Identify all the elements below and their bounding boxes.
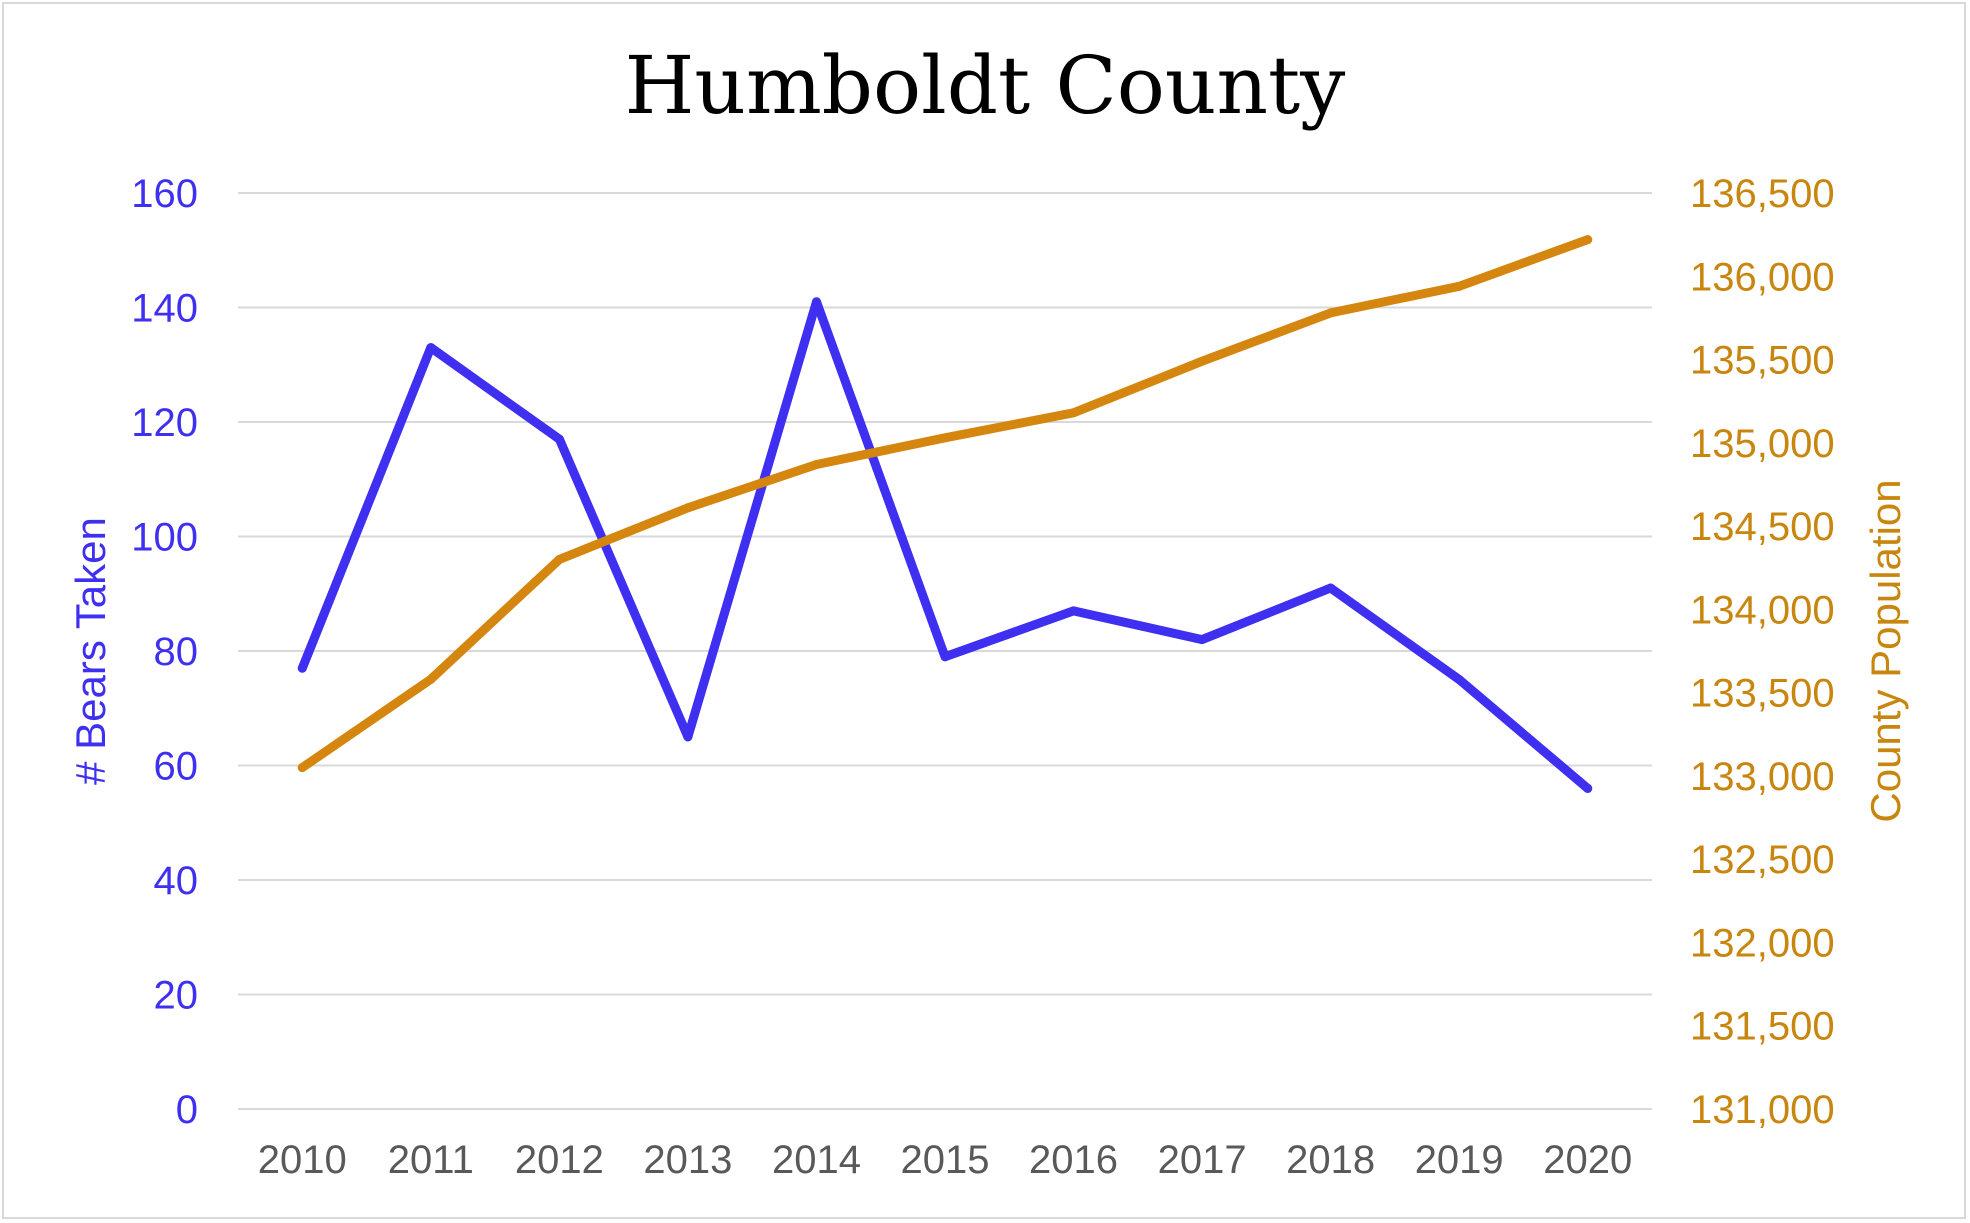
data-point bbox=[1454, 675, 1464, 685]
chart-title: Humboldt County bbox=[625, 39, 1346, 132]
right-y-tick-label: 134,500 bbox=[1690, 505, 1835, 549]
x-tick-label: 2015 bbox=[901, 1138, 990, 1182]
right-y-tick-label: 135,500 bbox=[1690, 339, 1835, 383]
left-y-tick-label: 160 bbox=[131, 172, 198, 216]
right-y-tick-label: 133,000 bbox=[1690, 755, 1835, 799]
data-point bbox=[297, 763, 307, 773]
left-y-tick-label: 0 bbox=[176, 1088, 198, 1132]
right-y-axis-label: County Population bbox=[1862, 479, 1909, 822]
data-point bbox=[1069, 606, 1079, 616]
right-y-tick-label: 136,000 bbox=[1690, 255, 1835, 299]
left-y-tick-label: 120 bbox=[131, 401, 198, 445]
series-line bbox=[297, 235, 1593, 773]
data-point bbox=[811, 459, 821, 469]
data-point bbox=[1583, 235, 1593, 245]
series-line bbox=[297, 297, 1593, 793]
x-tick-label: 2014 bbox=[772, 1138, 861, 1182]
x-tick-label: 2013 bbox=[643, 1138, 732, 1182]
right-y-tick-label: 136,500 bbox=[1690, 172, 1835, 216]
right-y-tick-labels: 131,000 131,500 132,000 132,500 133,000 133,5… bbox=[1690, 172, 1835, 1132]
data-point bbox=[297, 663, 307, 673]
x-tick-label: 2012 bbox=[515, 1138, 604, 1182]
left-y-tick-label: 100 bbox=[131, 516, 198, 560]
left-y-tick-label: 60 bbox=[154, 745, 199, 789]
data-point bbox=[426, 343, 436, 353]
right-y-tick-label: 132,000 bbox=[1690, 921, 1835, 965]
x-tick-label: 2020 bbox=[1543, 1138, 1632, 1182]
left-y-tick-label: 20 bbox=[154, 974, 199, 1018]
right-y-tick-label: 131,500 bbox=[1690, 1005, 1835, 1049]
right-y-tick-label: 135,000 bbox=[1690, 422, 1835, 466]
x-tick-label: 2011 bbox=[388, 1138, 474, 1182]
data-point bbox=[940, 652, 950, 662]
x-tick-labels: 2010 2011 2012 2013 2014 2015 2016 2017 2018 2019… bbox=[258, 1138, 1632, 1182]
x-tick-label: 2016 bbox=[1029, 1138, 1118, 1182]
x-tick-label: 2019 bbox=[1415, 1138, 1504, 1182]
data-point bbox=[683, 503, 693, 513]
left-y-tick-label: 40 bbox=[154, 859, 199, 903]
left-y-tick-label: 80 bbox=[154, 630, 199, 674]
data-point bbox=[811, 297, 821, 307]
x-tick-label: 2017 bbox=[1158, 1138, 1247, 1182]
data-point bbox=[1454, 281, 1464, 291]
right-y-tick-label: 132,500 bbox=[1690, 838, 1835, 882]
right-y-tick-label: 133,500 bbox=[1690, 672, 1835, 716]
left-y-tick-labels: 0 20 40 60 80 100 120 140 160 bbox=[131, 172, 198, 1132]
data-point bbox=[1069, 408, 1079, 418]
right-y-tick-label: 131,000 bbox=[1690, 1088, 1835, 1132]
series-lines bbox=[297, 235, 1593, 793]
data-point bbox=[554, 554, 564, 564]
x-tick-label: 2010 bbox=[258, 1138, 347, 1182]
data-point bbox=[683, 732, 693, 742]
data-point bbox=[1583, 783, 1593, 793]
data-point bbox=[1326, 308, 1336, 318]
right-y-tick-label: 134,000 bbox=[1690, 588, 1835, 632]
left-y-axis-label: # Bears Taken bbox=[67, 517, 114, 785]
data-point bbox=[554, 434, 564, 444]
data-point bbox=[1197, 635, 1207, 645]
data-point bbox=[940, 433, 950, 443]
gridlines bbox=[238, 192, 1652, 1110]
data-point bbox=[1197, 356, 1207, 366]
data-point bbox=[1326, 583, 1336, 593]
x-tick-label: 2018 bbox=[1286, 1138, 1375, 1182]
left-y-tick-label: 140 bbox=[131, 287, 198, 331]
data-point bbox=[426, 674, 436, 684]
